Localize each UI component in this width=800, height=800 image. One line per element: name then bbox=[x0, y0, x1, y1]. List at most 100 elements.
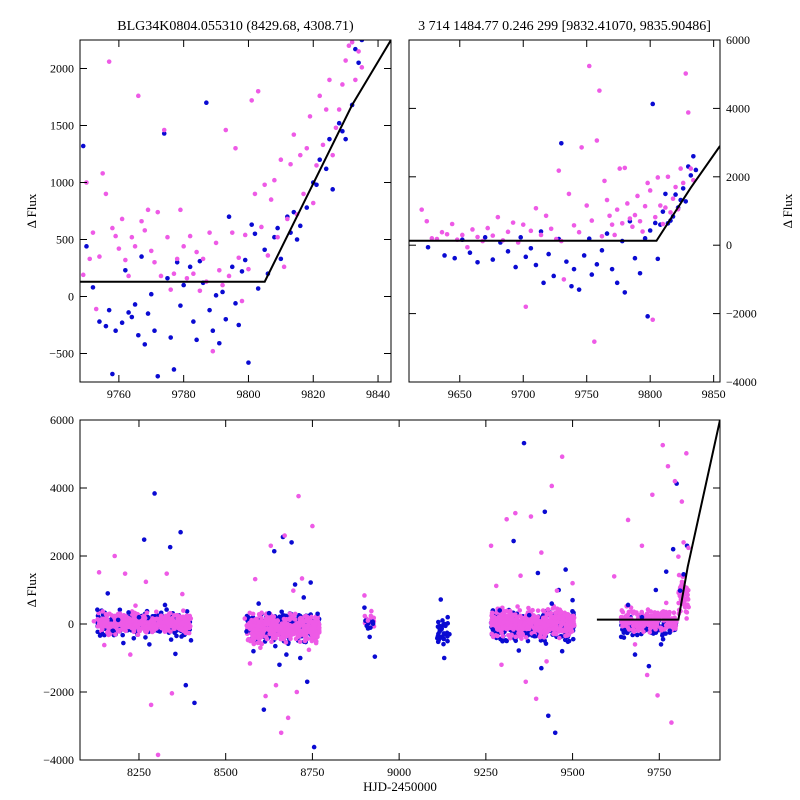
bottom-cluster-point bbox=[639, 609, 645, 615]
top-right-blue-point bbox=[691, 153, 696, 159]
top-left-blue-point bbox=[223, 317, 229, 322]
top-left-pink-point bbox=[174, 256, 180, 262]
bottom-cluster-point bbox=[648, 609, 654, 614]
bottom-pink-point bbox=[523, 679, 529, 685]
top-left-pink-point bbox=[139, 218, 144, 224]
bottom-blue-point bbox=[539, 665, 544, 671]
top-left-xtick-label: 9780 bbox=[172, 387, 196, 401]
top-left-blue-point bbox=[353, 46, 358, 52]
bottom-pink-point bbox=[117, 627, 123, 633]
top-left-pink-point bbox=[239, 298, 245, 304]
bottom-cluster-point bbox=[626, 609, 632, 615]
bottom-blue-point bbox=[545, 713, 551, 719]
top-left-pink-point bbox=[259, 224, 264, 230]
bottom-cluster-point bbox=[368, 625, 373, 630]
bottom-cluster-point bbox=[558, 623, 564, 629]
top-left-blue-point bbox=[194, 337, 199, 343]
bottom-cluster-point bbox=[522, 615, 527, 621]
top-right-pink-point bbox=[604, 197, 610, 203]
bottom-ytick-label: 0 bbox=[68, 617, 74, 631]
bottom-cluster-point bbox=[120, 632, 125, 638]
bottom-cluster-point bbox=[630, 627, 635, 633]
bottom-blue-point bbox=[526, 612, 532, 618]
top-left-blue-point bbox=[239, 269, 245, 274]
bottom-blue-point bbox=[297, 655, 303, 661]
top-left-blue-point bbox=[291, 209, 297, 215]
bottom-cluster-point bbox=[441, 641, 446, 647]
bottom-xtick-label: 8250 bbox=[127, 765, 151, 779]
top-right-pink-point bbox=[685, 110, 691, 115]
top-right-blue-point bbox=[614, 280, 620, 286]
top-right-pink-point bbox=[619, 221, 625, 226]
bottom-cluster-point bbox=[316, 629, 322, 635]
bottom-pink-point bbox=[559, 454, 565, 460]
bottom-blue-point bbox=[445, 614, 450, 620]
top-left-pink-point bbox=[265, 253, 271, 258]
bottom-cluster-point bbox=[508, 625, 513, 631]
top-left-blue-point bbox=[233, 301, 238, 306]
bottom-blue-point bbox=[183, 682, 189, 688]
top-right-pink-point bbox=[470, 227, 475, 232]
top-right-blue-point bbox=[452, 255, 457, 261]
top-right-blue-point bbox=[425, 244, 431, 250]
top-left-blue-point bbox=[142, 342, 148, 347]
bottom-pink-point bbox=[310, 523, 315, 529]
top-left-pink-point bbox=[340, 82, 345, 87]
bottom-xtick-label: 9250 bbox=[474, 765, 498, 779]
bottom-cluster-3 bbox=[244, 610, 322, 647]
bottom-cluster-point bbox=[563, 629, 569, 634]
bottom-blue-point bbox=[256, 601, 261, 606]
top-right-blue-point bbox=[680, 186, 686, 191]
bottom-cluster-point bbox=[129, 609, 135, 614]
top-right-pink-point bbox=[680, 180, 686, 186]
top-left-blue-point bbox=[297, 223, 303, 229]
bottom-pink-point bbox=[148, 702, 154, 708]
top-right-pink-point bbox=[627, 216, 633, 221]
bottom-cluster-point bbox=[435, 624, 441, 629]
bottom-cluster-point bbox=[269, 631, 275, 637]
bottom-cluster-point bbox=[538, 633, 543, 639]
top-left-pink-point bbox=[255, 89, 261, 94]
top-left-pink-point bbox=[210, 348, 216, 354]
bottom-blue-point bbox=[162, 602, 168, 608]
top-right-pink-point bbox=[571, 223, 577, 228]
top-right-pink-point bbox=[528, 228, 534, 234]
top-right-plot-area bbox=[409, 63, 720, 344]
top-right-blue-point bbox=[513, 264, 518, 270]
bottom-pink-point bbox=[618, 614, 624, 620]
bottom-pink-point bbox=[504, 516, 509, 522]
bottom-ytick-label: 4000 bbox=[50, 481, 74, 495]
top-left-ytick-label: 1500 bbox=[50, 119, 74, 133]
bottom-cluster-point bbox=[294, 620, 300, 626]
bottom-blue-point bbox=[549, 601, 555, 606]
top-left-pink-point bbox=[330, 152, 335, 158]
bottom-cluster-point bbox=[158, 614, 164, 619]
bottom-blue-point bbox=[670, 546, 676, 552]
bottom-pink-point bbox=[679, 499, 685, 504]
bottom-cluster-point bbox=[186, 614, 192, 620]
bottom-pink-point bbox=[488, 543, 494, 549]
top-right-pink-point bbox=[670, 196, 676, 201]
bottom-pink-point bbox=[665, 463, 671, 469]
bottom-cluster-point bbox=[441, 636, 447, 642]
bottom-cluster-point bbox=[126, 618, 132, 623]
top-left-blue-point bbox=[275, 225, 280, 231]
bottom-cluster-point bbox=[647, 630, 653, 635]
bottom-cluster-point bbox=[494, 610, 499, 616]
top-right-blue-point bbox=[528, 245, 534, 251]
bottom-cluster-point bbox=[435, 639, 441, 645]
top-right-xtick-label: 9800 bbox=[638, 387, 662, 401]
top-right-xtick-label: 9700 bbox=[511, 387, 535, 401]
bottom-cluster-point bbox=[121, 613, 127, 618]
bottom-blue-point bbox=[653, 587, 659, 593]
bottom-cluster-point bbox=[143, 619, 149, 625]
top-left-pink-point bbox=[116, 246, 122, 251]
top-left-pink-point bbox=[119, 216, 125, 222]
bottom-cluster-point bbox=[557, 635, 562, 641]
bottom-cluster-point bbox=[445, 638, 450, 644]
bottom-cluster-point bbox=[288, 627, 294, 632]
bottom-cluster-point bbox=[288, 636, 293, 642]
bottom-cluster-point bbox=[516, 630, 521, 636]
top-left-pink-point bbox=[148, 248, 154, 254]
bottom-cluster-point bbox=[684, 602, 689, 608]
